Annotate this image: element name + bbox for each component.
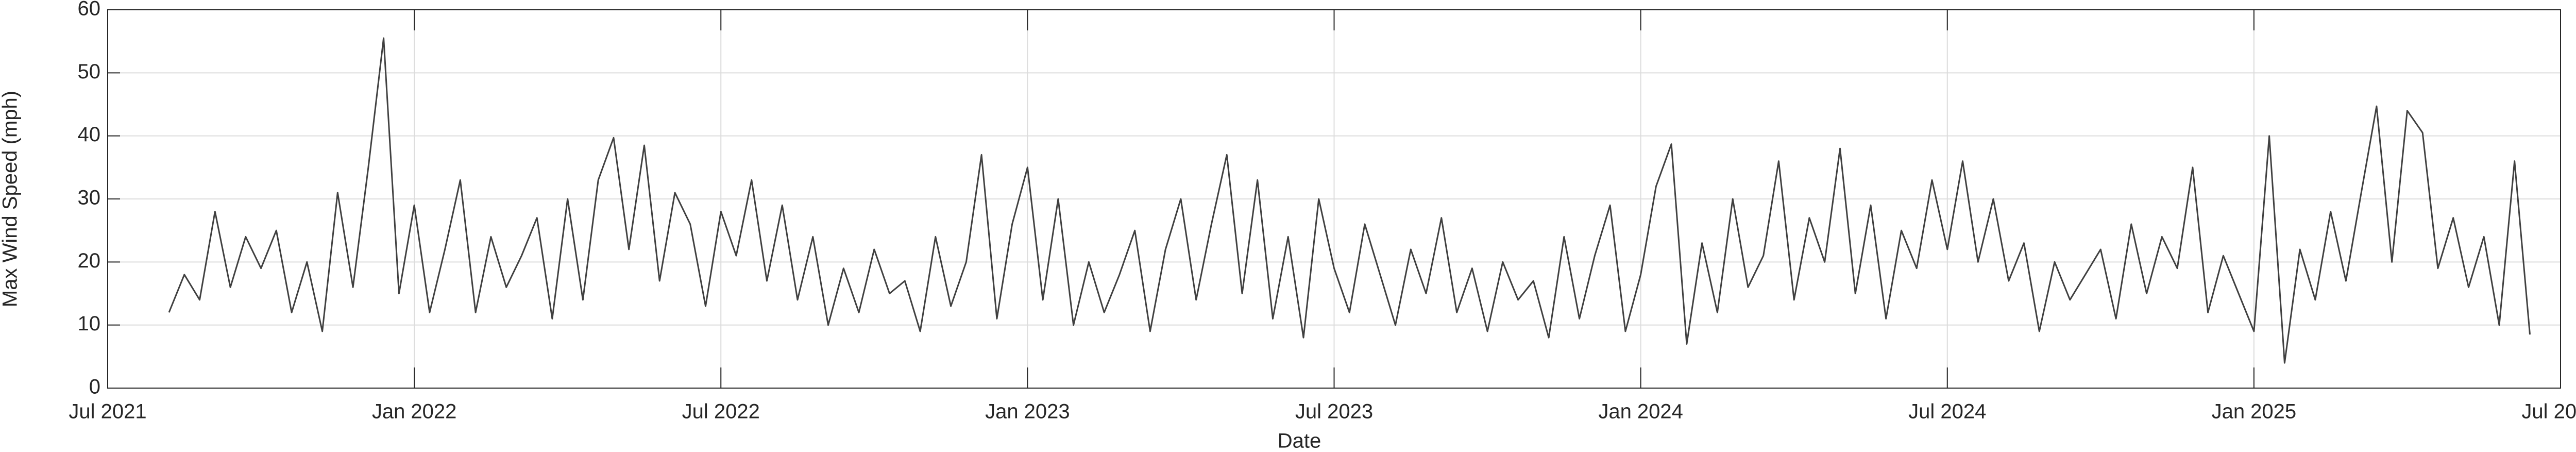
data-line xyxy=(168,37,2531,364)
plot-frame xyxy=(107,9,2561,389)
x-tick-label: Jul 2022 xyxy=(682,400,760,423)
x-axis-label: Date xyxy=(1278,430,1321,452)
y-tick-label: 30 xyxy=(78,187,101,209)
x-tick-label: Jan 2024 xyxy=(1598,400,1683,423)
x-tick-label: Jan 2023 xyxy=(985,400,1070,423)
y-tick-label: 0 xyxy=(89,376,100,398)
y-tick-label: 40 xyxy=(78,123,101,146)
x-tick-label: Jan 2022 xyxy=(372,400,457,423)
x-tick-label: Jul 2024 xyxy=(1908,400,1986,423)
y-axis-label: Max Wind Speed (mph) xyxy=(0,91,22,307)
x-tick-label: Jul 2021 xyxy=(69,400,146,423)
x-tick-label: Jul 2025 xyxy=(2521,400,2576,423)
y-tick-label: 20 xyxy=(78,249,101,272)
y-tick-label: 50 xyxy=(78,60,101,83)
y-tick-label: 10 xyxy=(78,312,101,335)
x-tick-label: Jan 2025 xyxy=(2212,400,2297,423)
x-tick-label: Jul 2023 xyxy=(1295,400,1373,423)
y-tick-label: 60 xyxy=(78,0,101,20)
